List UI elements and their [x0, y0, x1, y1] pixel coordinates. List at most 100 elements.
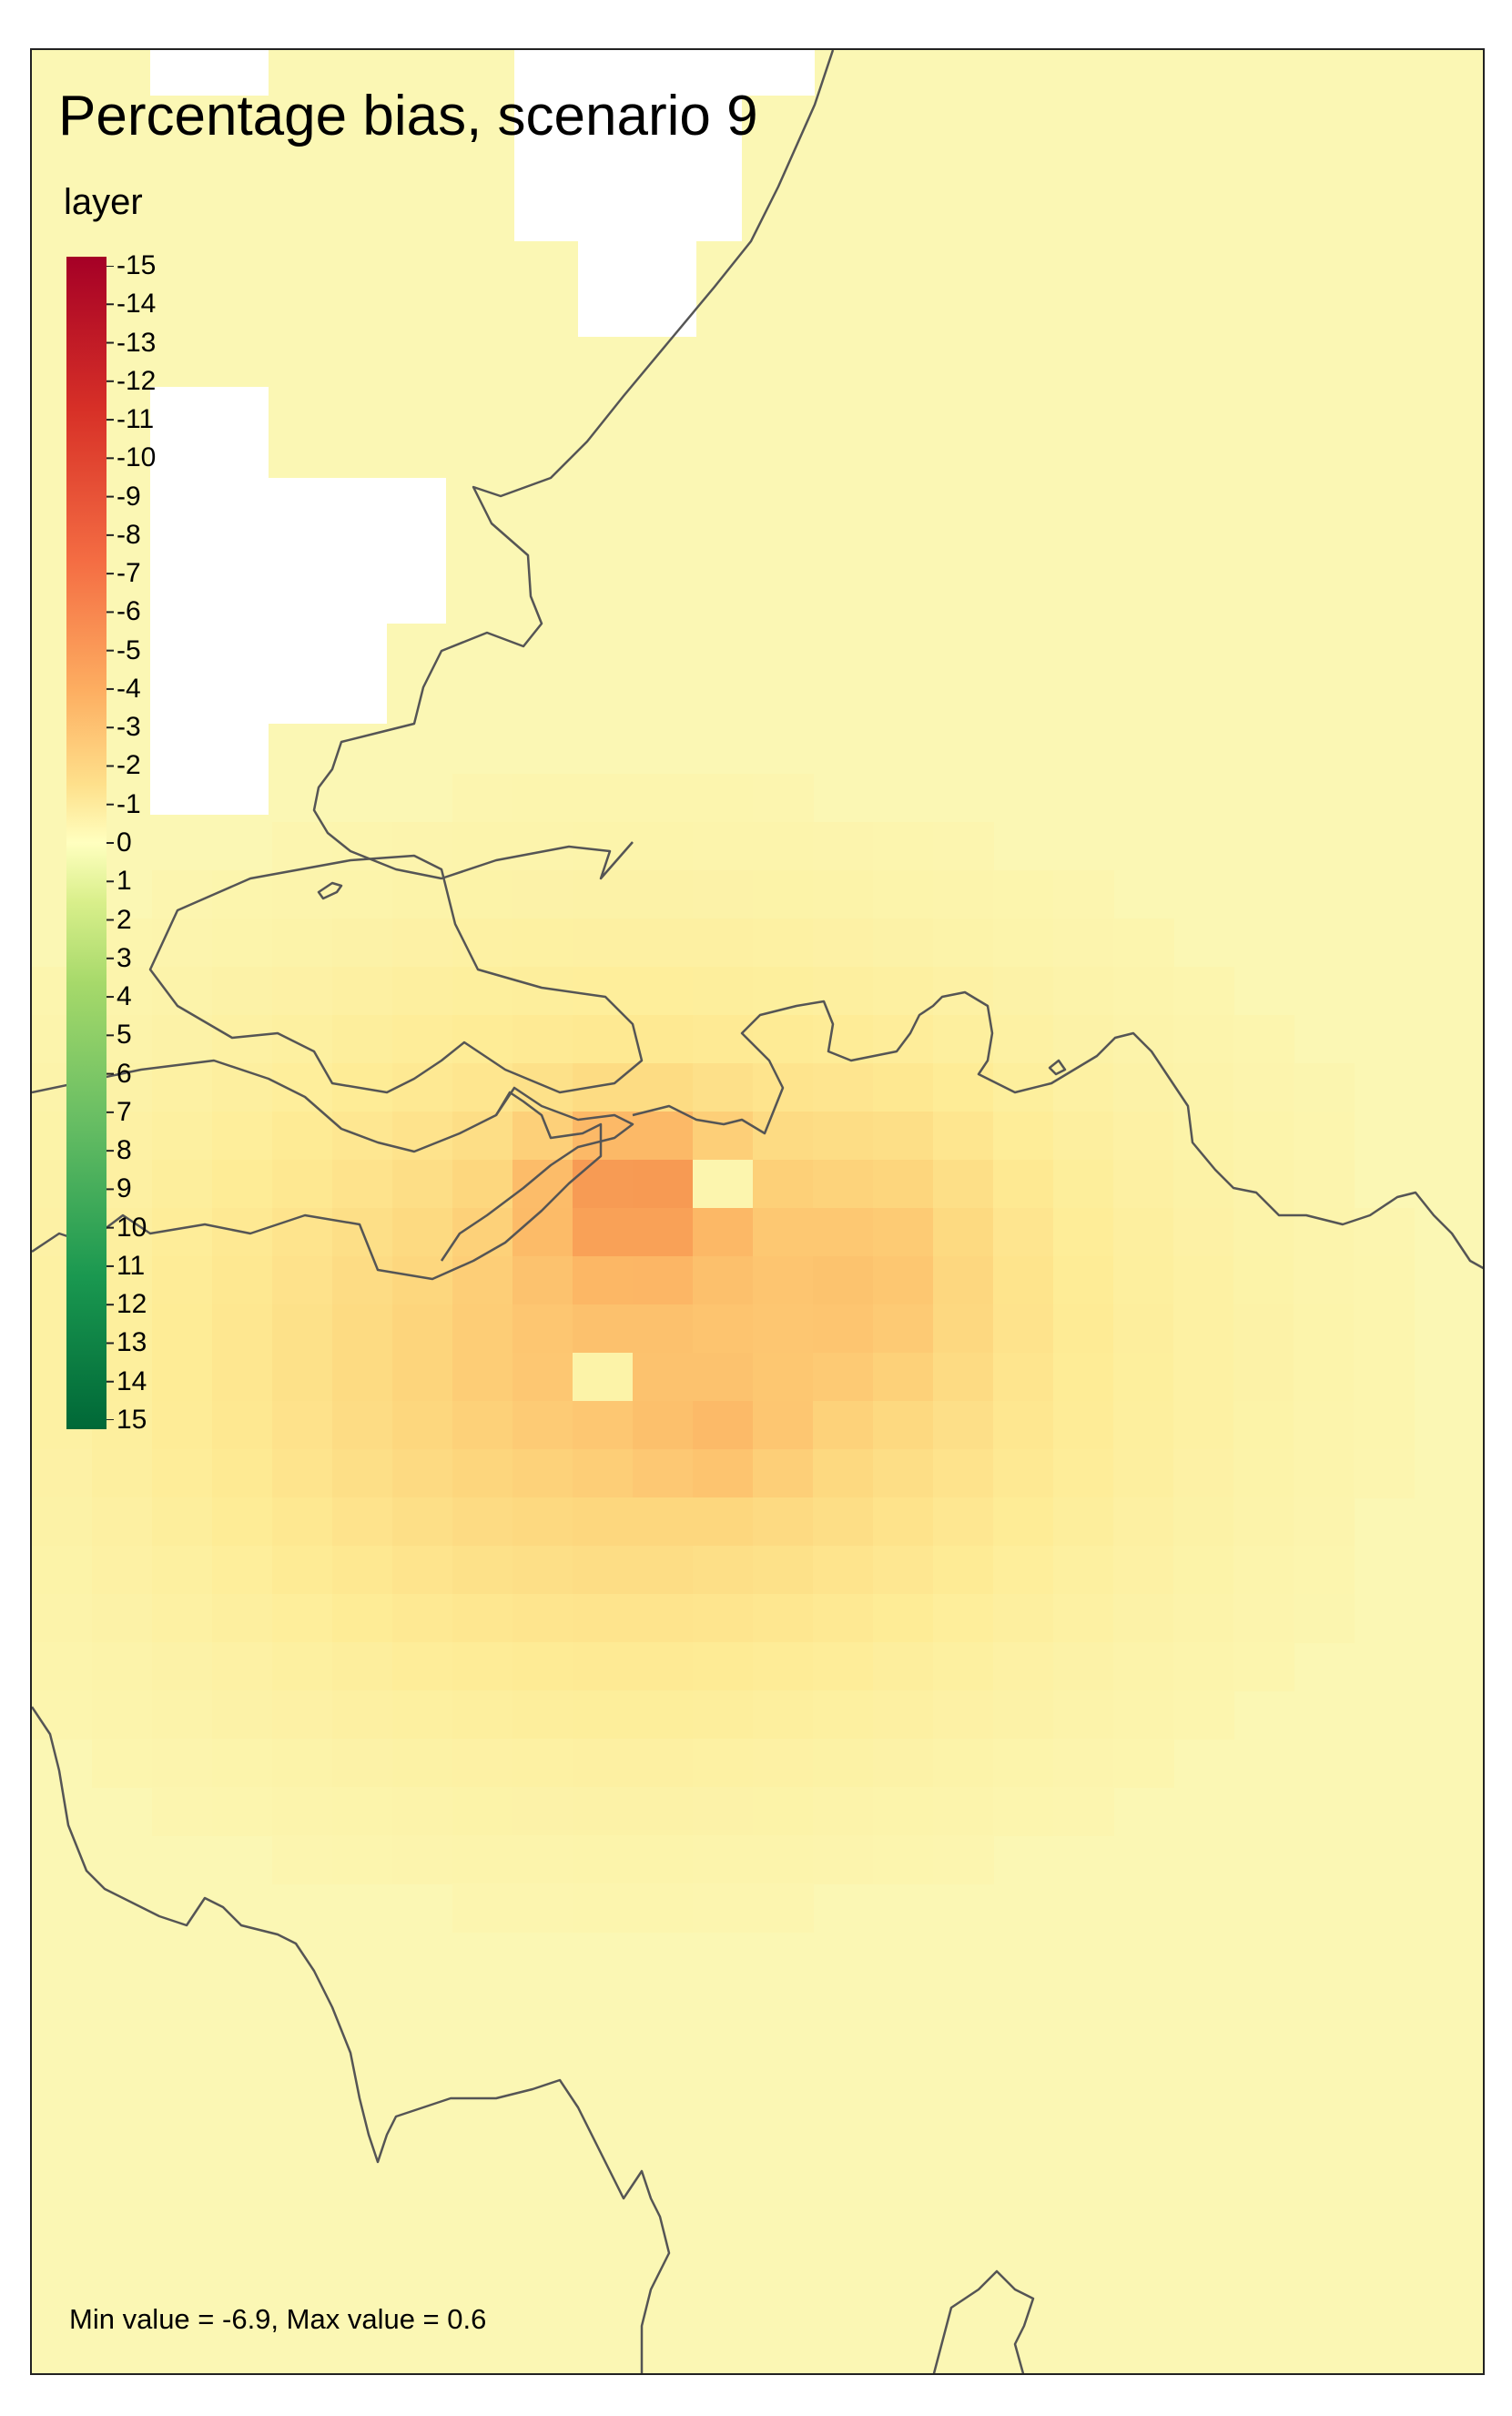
raster-cell [1294, 1594, 1355, 1643]
raster-cell [1113, 1353, 1174, 1402]
raster-cell [873, 919, 934, 968]
raster-cell [212, 1449, 273, 1498]
raster-cell [633, 919, 694, 968]
legend-label: -11 [117, 404, 155, 435]
raster-cell [1294, 1401, 1355, 1450]
raster-cell [693, 1787, 754, 1836]
river-channel [632, 990, 1483, 1270]
raster-cell [753, 1787, 814, 1836]
raster-cell [753, 919, 814, 968]
raster-cell [1173, 1642, 1234, 1691]
raster-cell [1113, 1401, 1174, 1450]
raster-cell [1354, 1401, 1415, 1450]
raster-cell [1113, 919, 1174, 968]
raster-cell [993, 1449, 1054, 1498]
raster-cell [212, 1015, 273, 1064]
raster-cell [272, 822, 333, 871]
raster-cell [512, 919, 573, 968]
raster-cell [993, 1739, 1054, 1788]
legend-label: 4 [117, 981, 132, 1012]
raster-cell [212, 1546, 273, 1595]
raster-cell [693, 1112, 754, 1161]
raster-cell [452, 1401, 513, 1450]
raster-cell [452, 1112, 513, 1161]
raster-cell [152, 1063, 213, 1112]
raster-cell [272, 1546, 333, 1595]
raster-cell [813, 1690, 874, 1740]
legend-label: -8 [117, 519, 141, 550]
legend-label: -12 [117, 365, 157, 396]
raster-cell [1173, 1015, 1234, 1064]
map-canvas [32, 50, 1483, 2373]
raster-cell [1233, 1256, 1294, 1305]
raster-cell [933, 1787, 994, 1836]
raster-cell [1053, 1256, 1114, 1305]
raster-cell [633, 1449, 694, 1498]
raster-cell [873, 1401, 934, 1450]
raster-cell [1233, 1353, 1294, 1402]
raster-cell [512, 870, 573, 919]
raster-cell [392, 1063, 453, 1112]
raster-cell [512, 1883, 573, 1933]
raster-cell [933, 1642, 994, 1691]
legend-label: -2 [117, 750, 141, 781]
raster-cell [392, 1401, 453, 1450]
raster-cell [272, 967, 333, 1016]
legend-ticks [107, 266, 114, 1420]
raster-cell [933, 919, 994, 968]
raster-cell [1053, 1304, 1114, 1354]
raster-cell [512, 1449, 573, 1498]
raster-cell [1173, 1546, 1234, 1595]
raster-cell [753, 1449, 814, 1498]
raster-cell [693, 1883, 754, 1933]
raster-cell [753, 1883, 814, 1933]
legend-label: -5 [117, 634, 141, 665]
raster-cell [633, 1256, 694, 1305]
raster-cell [873, 1739, 934, 1788]
raster-cell [693, 919, 754, 968]
raster-cell [993, 1690, 1054, 1740]
raster-cell [633, 967, 694, 1016]
raster-cell [452, 1546, 513, 1595]
raster-cell [993, 967, 1054, 1016]
raster-cell [152, 1015, 213, 1064]
raster-cell [1053, 1208, 1114, 1257]
raster-cell [933, 1739, 994, 1788]
nodata-cell [269, 478, 446, 624]
raster-cell [693, 1642, 754, 1691]
raster-cell [753, 1739, 814, 1788]
raster-cell [813, 1642, 874, 1691]
raster-cell [332, 1690, 393, 1740]
nodata-cell [514, 96, 742, 241]
raster-cell [873, 1208, 934, 1257]
raster-cell [813, 1208, 874, 1257]
raster-cell [1173, 1401, 1234, 1450]
raster-cell [1354, 1353, 1415, 1402]
raster-cell [452, 1642, 513, 1691]
raster-cell [152, 1787, 213, 1836]
raster-cell [272, 1160, 333, 1209]
raster-cell [633, 1015, 694, 1064]
legend-label: -15 [117, 250, 157, 280]
raster-cell [392, 1642, 453, 1691]
raster-cell [993, 870, 1054, 919]
raster-cell [272, 1642, 333, 1691]
raster-cell [933, 822, 994, 871]
raster-cell [933, 1063, 994, 1112]
raster-cell [573, 1883, 634, 1933]
raster-cell [873, 1546, 934, 1595]
raster-cell [993, 1594, 1054, 1643]
raster-cell [573, 1835, 634, 1884]
raster-cell [693, 1497, 754, 1547]
raster-cell [152, 1304, 213, 1354]
raster-cell [1294, 1256, 1355, 1305]
raster-cell [633, 1787, 694, 1836]
raster-cell [1173, 1160, 1234, 1209]
raster-cell [633, 1546, 694, 1595]
raster-cell [392, 1546, 453, 1595]
raster-cell [753, 1401, 814, 1450]
raster-cell [933, 1353, 994, 1402]
small-island-east [1048, 1059, 1067, 1076]
raster-cell [152, 1449, 213, 1498]
raster-cell [753, 1353, 814, 1402]
